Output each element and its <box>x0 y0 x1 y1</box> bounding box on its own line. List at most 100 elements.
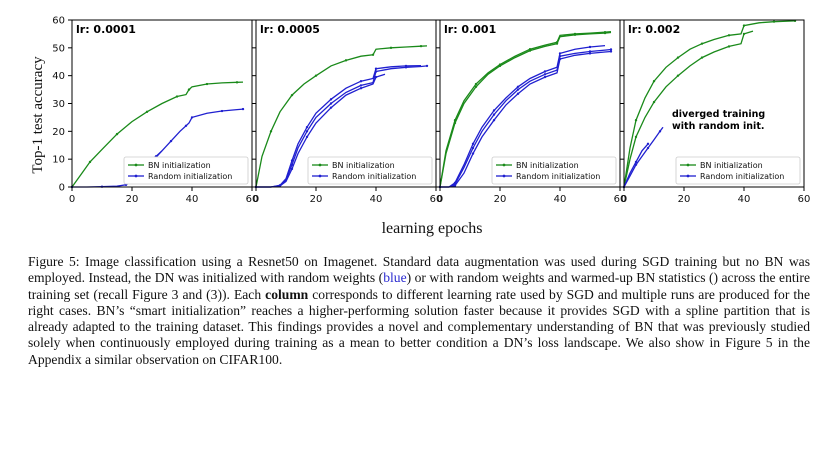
panel-title: lr: 0.0001 <box>76 23 136 36</box>
legend-label: BN initialization <box>148 161 211 170</box>
panel-title: lr: 0.0005 <box>260 23 320 36</box>
data-point <box>652 100 656 104</box>
data-point <box>115 132 119 136</box>
data-point <box>329 98 333 101</box>
data-point <box>187 88 191 91</box>
legend-marker <box>502 174 506 178</box>
caption-text-1: Figure 5: Image classification using a R… <box>28 254 810 286</box>
series-markers <box>254 64 408 189</box>
data-point <box>169 139 173 143</box>
data-point <box>492 113 496 116</box>
data-point <box>700 56 704 59</box>
legend-label: Random initialization <box>516 172 600 181</box>
data-point <box>558 52 562 55</box>
legend: BN initialization Random initialization <box>491 156 617 185</box>
legend-box <box>123 156 249 185</box>
data-point <box>184 124 188 127</box>
data-point <box>374 67 378 70</box>
x-axis-label: learning epochs <box>382 220 483 237</box>
y-tick-label: 60 <box>52 16 65 27</box>
panel-title: lr: 0.001 <box>444 23 496 36</box>
data-point <box>516 85 520 89</box>
data-point <box>634 160 638 164</box>
data-point <box>543 75 547 79</box>
legend-box <box>675 156 801 185</box>
y-tick-label: 30 <box>52 99 65 110</box>
data-point <box>474 82 478 86</box>
x-tick-label: 60 <box>246 194 259 205</box>
x-tick-label: 20 <box>310 194 323 205</box>
annotation-text: with random init. <box>672 121 764 132</box>
data-point <box>88 160 92 164</box>
data-point <box>742 32 746 36</box>
series-line <box>439 31 612 188</box>
x-tick-label: 0 <box>69 194 75 205</box>
x-tick-label: 60 <box>798 194 811 205</box>
x-tick-label: 40 <box>186 194 199 205</box>
data-point <box>145 110 149 114</box>
data-point <box>471 142 475 146</box>
data-point <box>588 52 592 55</box>
series-markers <box>254 44 423 189</box>
legend-label: BN initialization <box>332 161 395 170</box>
series-line <box>71 81 244 188</box>
data-point <box>700 42 704 45</box>
data-point <box>329 102 333 105</box>
data-point <box>555 42 559 45</box>
data-point <box>727 45 731 48</box>
data-point <box>241 107 245 111</box>
figure: Top-1 test accuracy learning epochs 0 20 4… <box>30 16 811 238</box>
data-point <box>359 86 363 90</box>
series-line <box>256 64 422 188</box>
data-point <box>588 45 592 49</box>
legend-marker <box>134 163 138 167</box>
data-point <box>676 56 680 59</box>
data-point <box>634 135 638 139</box>
data-point <box>359 80 363 83</box>
caption-bold-word: column <box>265 286 309 302</box>
series-markers <box>438 45 592 189</box>
data-point <box>676 74 680 77</box>
data-point <box>453 184 457 187</box>
panel-title: lr: 0.002 <box>628 23 680 36</box>
legend-marker <box>686 163 690 167</box>
data-point <box>498 64 502 68</box>
chart-panel-2: 0 20 40 60 lr: 0.0005 BN initialization Random… <box>252 19 442 205</box>
legend: BN initialization Random initialization <box>307 156 433 185</box>
data-point <box>269 130 273 133</box>
data-point <box>543 73 547 76</box>
y-tick-label: 0 <box>59 183 65 194</box>
data-point <box>516 92 520 95</box>
data-point <box>516 88 520 91</box>
data-point <box>314 74 318 77</box>
series-line <box>439 31 612 188</box>
legend-marker <box>686 174 690 178</box>
x-tick-label: 20 <box>678 194 691 205</box>
figure-caption: Figure 5: Image classification using a R… <box>28 254 810 368</box>
data-point <box>603 31 607 35</box>
data-point <box>453 121 457 125</box>
data-point <box>474 85 478 89</box>
series-line <box>255 45 428 188</box>
data-point <box>492 119 496 122</box>
data-point <box>235 81 239 84</box>
data-point <box>588 50 592 53</box>
caption-text-3: corresponds to different learning rate u… <box>28 286 810 367</box>
legend-label: Random initialization <box>332 172 416 181</box>
series-markers <box>70 81 239 189</box>
y-tick-label: 40 <box>52 71 65 82</box>
series-line <box>623 126 664 188</box>
legend-marker <box>502 163 506 167</box>
data-point <box>658 130 662 133</box>
data-point <box>727 34 731 37</box>
data-point <box>634 119 638 122</box>
annotation-text: diverged training <box>672 109 765 120</box>
data-point <box>404 64 408 68</box>
x-tick-label: 40 <box>554 194 567 205</box>
data-point <box>453 181 457 185</box>
data-point <box>205 82 209 86</box>
data-point <box>573 33 577 36</box>
data-point <box>742 24 746 27</box>
